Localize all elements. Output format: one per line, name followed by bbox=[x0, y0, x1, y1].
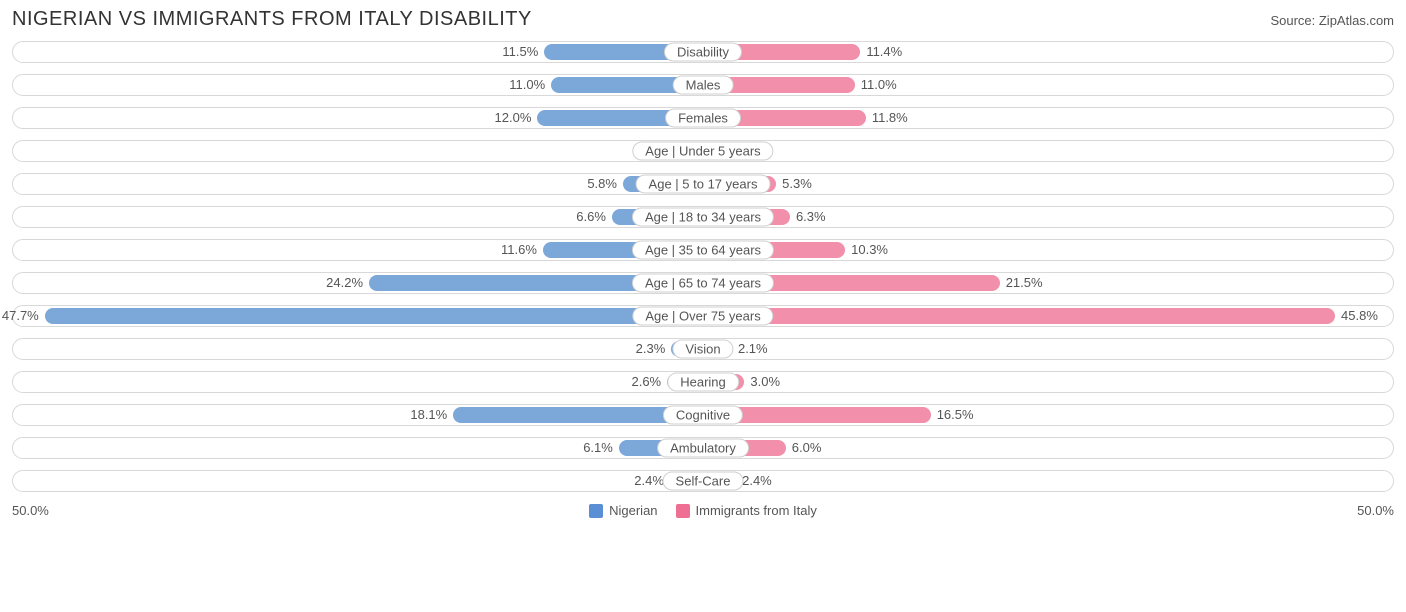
chart-row: 6.1% 6.0% Ambulatory bbox=[12, 437, 1394, 459]
chart-row: 1.3%1.3%Age | Under 5 years bbox=[12, 140, 1394, 162]
row-label: Age | 35 to 64 years bbox=[632, 241, 774, 260]
row-label: Females bbox=[665, 109, 741, 128]
value-right: 5.3% bbox=[782, 174, 812, 194]
chart-header: NIGERIAN VS IMMIGRANTS FROM ITALY DISABI… bbox=[12, 8, 1394, 31]
value-right: 10.3% bbox=[851, 240, 888, 260]
chart-row: 5.8% 5.3% Age | 5 to 17 years bbox=[12, 173, 1394, 195]
row-label: Males bbox=[673, 76, 734, 95]
chart-footer: 50.0% Nigerian Immigrants from Italy 50.… bbox=[12, 503, 1394, 518]
value-right: 16.5% bbox=[937, 405, 974, 425]
value-left: 2.6% bbox=[631, 372, 661, 392]
chart-row: 47.7%45.8%Age | Over 75 years bbox=[12, 305, 1394, 327]
row-label: Vision bbox=[672, 340, 733, 359]
chart-source: Source: ZipAtlas.com bbox=[1270, 13, 1394, 28]
value-right: 11.8% bbox=[872, 108, 908, 128]
diverging-bar-chart: 11.5% 11.4% Disability 11.0% 11.0% Males 12.0%… bbox=[12, 41, 1394, 492]
value-left: 18.1% bbox=[410, 405, 447, 425]
value-left: 2.4% bbox=[634, 471, 664, 491]
chart-row: 18.1% 16.5% Cognitive bbox=[12, 404, 1394, 426]
row-label: Age | 65 to 74 years bbox=[632, 274, 774, 293]
value-left: 11.0% bbox=[509, 75, 545, 95]
legend: Nigerian Immigrants from Italy bbox=[589, 503, 817, 518]
value-left: 2.3% bbox=[636, 339, 666, 359]
legend-label-right: Immigrants from Italy bbox=[696, 503, 817, 518]
value-right: 11.4% bbox=[866, 42, 902, 62]
value-left: 5.8% bbox=[587, 174, 617, 194]
chart-row: 11.5% 11.4% Disability bbox=[12, 41, 1394, 63]
value-right: 2.1% bbox=[738, 339, 768, 359]
row-label: Age | Over 75 years bbox=[632, 307, 773, 326]
chart-row: 12.0% 11.8% Females bbox=[12, 107, 1394, 129]
bar-right bbox=[703, 308, 1335, 324]
bar-left bbox=[45, 308, 703, 324]
row-label: Age | Under 5 years bbox=[632, 142, 773, 161]
value-left: 12.0% bbox=[495, 108, 532, 128]
chart-row: 2.4% 2.4%Self-Care bbox=[12, 470, 1394, 492]
legend-label-left: Nigerian bbox=[609, 503, 657, 518]
axis-right-max: 50.0% bbox=[1357, 503, 1394, 518]
legend-swatch-left bbox=[589, 504, 603, 518]
row-label: Disability bbox=[664, 43, 742, 62]
chart-title: NIGERIAN VS IMMIGRANTS FROM ITALY DISABI… bbox=[12, 8, 532, 31]
value-left: 6.1% bbox=[583, 438, 613, 458]
value-left: 6.6% bbox=[576, 207, 606, 227]
value-left: 24.2% bbox=[326, 273, 363, 293]
row-label: Age | 5 to 17 years bbox=[636, 175, 771, 194]
row-label: Age | 18 to 34 years bbox=[632, 208, 774, 227]
value-right: 11.0% bbox=[861, 75, 897, 95]
row-label: Self-Care bbox=[663, 472, 744, 491]
chart-row: 2.3% 2.1% Vision bbox=[12, 338, 1394, 360]
value-left: 47.7% bbox=[2, 306, 39, 326]
row-label: Hearing bbox=[667, 373, 739, 392]
chart-row: 11.0% 11.0% Males bbox=[12, 74, 1394, 96]
value-left: 11.5% bbox=[502, 42, 538, 62]
chart-row: 2.6% 3.0% Hearing bbox=[12, 371, 1394, 393]
value-right: 2.4% bbox=[742, 471, 772, 491]
axis-left-max: 50.0% bbox=[12, 503, 49, 518]
chart-row: 24.2% 21.5% Age | 65 to 74 years bbox=[12, 272, 1394, 294]
value-right: 21.5% bbox=[1006, 273, 1043, 293]
row-label: Cognitive bbox=[663, 406, 743, 425]
chart-row: 11.6% 10.3% Age | 35 to 64 years bbox=[12, 239, 1394, 261]
value-right: 45.8% bbox=[1341, 306, 1378, 326]
value-left: 11.6% bbox=[501, 240, 537, 260]
value-right: 6.0% bbox=[792, 438, 822, 458]
legend-swatch-right bbox=[676, 504, 690, 518]
row-label: Ambulatory bbox=[657, 439, 749, 458]
value-right: 6.3% bbox=[796, 207, 826, 227]
legend-item-left: Nigerian bbox=[589, 503, 657, 518]
chart-row: 6.6% 6.3% Age | 18 to 34 years bbox=[12, 206, 1394, 228]
legend-item-right: Immigrants from Italy bbox=[676, 503, 817, 518]
value-right: 3.0% bbox=[750, 372, 780, 392]
